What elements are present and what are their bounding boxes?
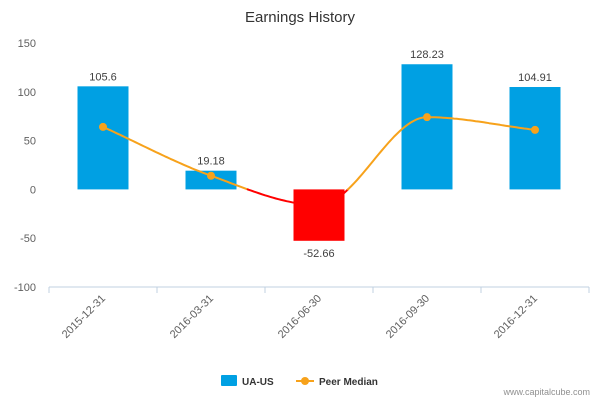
x-tick-label: 2016-12-31 <box>492 293 540 341</box>
y-tick-label: -100 <box>14 282 36 294</box>
y-axis: -100 -50 0 50 100 150 <box>14 38 36 294</box>
peer-median-point[interactable] <box>207 171 215 180</box>
peer-median-line <box>99 113 539 210</box>
x-tick-label: 2016-03-31 <box>168 293 216 341</box>
data-labels: 105.6 19.18 -52.66 128.23 104.91 <box>89 49 552 260</box>
legend-item-ua-us[interactable]: UA-US <box>221 375 274 388</box>
y-tick-label: 100 <box>18 87 36 99</box>
x-tick-label: 2015-12-31 <box>60 293 108 341</box>
bar-ua-us[interactable] <box>77 86 129 190</box>
bar-ua-us[interactable] <box>401 64 453 190</box>
bar-ua-us[interactable] <box>509 87 561 190</box>
y-tick-label: 150 <box>18 38 36 50</box>
legend-label-ua-us: UA-US <box>242 377 274 388</box>
bar-data-label: 104.91 <box>518 72 552 84</box>
bars <box>77 64 561 241</box>
legend-swatch-ua-us <box>221 375 237 386</box>
y-tick-label: 0 <box>30 184 36 196</box>
peer-median-line-negative <box>246 188 349 206</box>
bar-ua-us[interactable] <box>293 189 345 241</box>
credit-text[interactable]: www.capitalcube.com <box>502 387 590 397</box>
legend-marker-peer-median <box>301 377 309 385</box>
chart-title: Earnings History <box>245 9 356 26</box>
peer-median-point[interactable] <box>99 122 107 131</box>
peer-median-point[interactable] <box>315 201 323 210</box>
peer-median-line-positive <box>102 125 249 191</box>
peer-median-line-positive <box>347 116 536 191</box>
legend-label-peer-median: Peer Median <box>319 377 378 388</box>
y-tick-label: -50 <box>20 233 36 245</box>
bar-data-label: 128.23 <box>410 49 444 61</box>
bar-data-label: 19.18 <box>197 156 225 168</box>
x-axis: 2015-12-31 2016-03-31 2016-06-30 2016-09-30… <box>48 286 590 341</box>
peer-median-point[interactable] <box>423 113 431 122</box>
bar-data-label: 105.6 <box>89 71 117 83</box>
legend: UA-US Peer Median <box>221 375 378 388</box>
y-tick-label: 50 <box>24 136 36 148</box>
x-tick-label: 2016-06-30 <box>276 293 324 341</box>
bar-ua-us[interactable] <box>185 170 237 190</box>
bar-data-label: -52.66 <box>303 248 334 260</box>
peer-median-point[interactable] <box>531 125 539 134</box>
x-tick-label: 2016-09-30 <box>384 293 432 341</box>
legend-item-peer-median[interactable]: Peer Median <box>296 377 378 388</box>
